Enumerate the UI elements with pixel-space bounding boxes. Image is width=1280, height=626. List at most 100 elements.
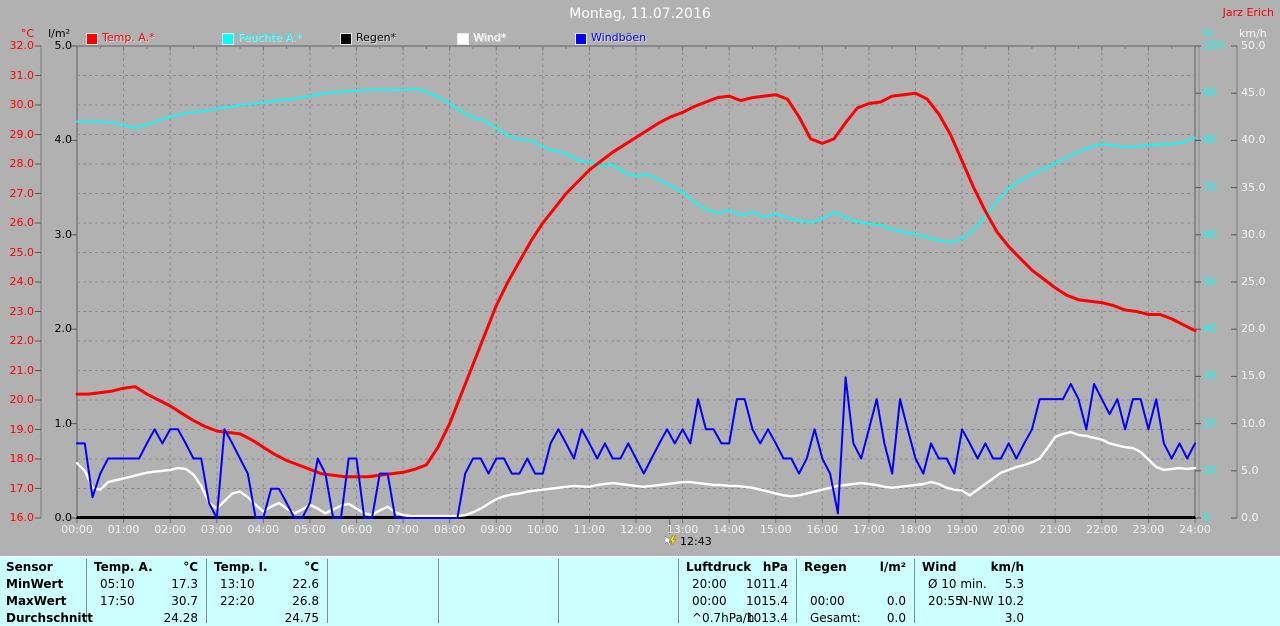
wind-axis-label: 30.0 bbox=[1241, 227, 1266, 241]
x-tick-label: 09:00 bbox=[480, 523, 513, 536]
table-row-label: MaxWert bbox=[6, 594, 67, 608]
x-tick-label: 20:00 bbox=[992, 523, 1025, 536]
humidity-axis-label: 40 bbox=[1203, 322, 1217, 336]
x-tick-label: 15:00 bbox=[759, 523, 792, 536]
table-col-header: Temp. A. bbox=[94, 560, 153, 574]
humidity-axis-label: 100 bbox=[1203, 39, 1224, 52]
humidity-axis-label: 30 bbox=[1203, 369, 1217, 383]
table-cell-value: 17.3 bbox=[171, 577, 198, 591]
humidity-axis-label: 10 bbox=[1203, 463, 1217, 477]
table-cell-value: 0.0 bbox=[886, 594, 906, 608]
table-cell-time: 13:10 bbox=[220, 577, 255, 591]
table-divider bbox=[678, 559, 679, 623]
humidity-axis-label: 70 bbox=[1203, 180, 1217, 194]
temp-axis-label: 29.0 bbox=[9, 127, 35, 141]
x-tick-label: 17:00 bbox=[853, 523, 885, 536]
table-divider bbox=[796, 559, 797, 623]
legend-label: Feuchte A.* bbox=[238, 31, 302, 44]
x-tick-label: 00:00 bbox=[61, 523, 93, 536]
x-tick-label: 08:00 bbox=[433, 523, 466, 536]
wind-axis-label: 35.0 bbox=[1241, 180, 1266, 194]
rain-axis-label: 3.0 bbox=[54, 227, 73, 241]
table-cell-value: 24.75 bbox=[284, 611, 319, 625]
rain-axis-label: 5.0 bbox=[54, 39, 73, 52]
wind-axis-label: 15.0 bbox=[1241, 369, 1266, 383]
x-tick-label: 12:00 bbox=[620, 523, 652, 536]
wind-curve bbox=[75, 430, 1197, 518]
humidity-axis-label: 90 bbox=[1203, 86, 1217, 100]
x-tick-label: 23:00 bbox=[1132, 523, 1165, 536]
x-tick-label: 24:00 bbox=[1179, 523, 1211, 536]
table-divider bbox=[206, 559, 207, 623]
wind-axis-label: 25.0 bbox=[1241, 275, 1266, 288]
legend-label: Temp. A.* bbox=[102, 31, 155, 44]
left-axis-rain-unit: l/m² bbox=[48, 27, 70, 40]
table-row-label: Durchschnitt bbox=[6, 611, 94, 625]
table-divider bbox=[327, 559, 328, 623]
temp-axis-label: 31.0 bbox=[9, 68, 35, 82]
cursor-flash-icon bbox=[664, 534, 677, 548]
table-cell-value: 3.0 bbox=[1004, 611, 1024, 625]
temp-axis-label: 30.0 bbox=[9, 98, 35, 111]
wind-axis-label: 0.0 bbox=[1241, 511, 1259, 524]
table-row-label: Sensor bbox=[6, 560, 53, 574]
temp-axis-label: 26.0 bbox=[9, 216, 35, 229]
wind-axis-label: 45.0 bbox=[1241, 86, 1266, 100]
legend-swatch bbox=[457, 33, 469, 45]
table-col-unit: °C bbox=[183, 560, 198, 574]
temp-axis-label: 25.0 bbox=[9, 245, 35, 259]
humidity-axis-label: 80 bbox=[1203, 133, 1217, 147]
table-col-header: Wind bbox=[922, 560, 957, 574]
table-cell-time: Ø 10 min. bbox=[928, 577, 987, 591]
x-tick-label: 07:00 bbox=[387, 523, 419, 536]
table-col-unit: l/m² bbox=[879, 560, 906, 574]
table-cell-value: 22.6 bbox=[292, 577, 319, 591]
table-cell-value: 1013.4 bbox=[746, 611, 788, 625]
page-title: Montag, 11.07.2016 bbox=[569, 6, 711, 22]
table-divider bbox=[438, 559, 439, 623]
humidity-axis-label: 0 bbox=[1203, 511, 1210, 524]
temp-axis-label: 16.0 bbox=[9, 511, 35, 524]
x-tick-label: 03:00 bbox=[200, 523, 233, 536]
humidity-axis-label: 50 bbox=[1203, 275, 1217, 288]
legend-label: Windböen bbox=[591, 31, 647, 44]
table-cell-value: 26.8 bbox=[292, 594, 319, 608]
user-name: Jarz Erich bbox=[1222, 6, 1274, 19]
temp-axis-label: 17.0 bbox=[9, 481, 35, 495]
wind-axis-label: 10.0 bbox=[1241, 416, 1266, 430]
table-cell-value: 30.7 bbox=[171, 594, 198, 608]
x-tick-label: 19:00 bbox=[946, 523, 978, 536]
temp-axis-label: 28.0 bbox=[9, 157, 35, 170]
cursor-time-marker[interactable]: 12:43 bbox=[664, 534, 712, 548]
x-tick-label: 21:00 bbox=[1039, 523, 1072, 536]
wind-axis-label: 5.0 bbox=[1241, 463, 1259, 477]
x-tick-label: 06:00 bbox=[340, 523, 373, 536]
table-col-unit: km/h bbox=[990, 560, 1024, 574]
table-row-label: MinWert bbox=[6, 577, 64, 591]
right-axis-wind-unit: km/h bbox=[1239, 27, 1267, 40]
x-tick-label: 22:00 bbox=[1085, 523, 1118, 536]
table-cell-time: 17:50 bbox=[100, 594, 135, 608]
legend-label: Wind* bbox=[473, 31, 507, 44]
table-col-unit: °C bbox=[304, 560, 319, 574]
humidity-axis-label: 20 bbox=[1203, 416, 1217, 430]
wind-axis-label: 20.0 bbox=[1241, 322, 1266, 336]
table-cell-value: N-NW 10.2 bbox=[959, 594, 1024, 608]
temp-axis-label: 21.0 bbox=[9, 363, 35, 377]
temp-axis-label: 32.0 bbox=[9, 39, 35, 52]
table-col-header: Temp. I. bbox=[214, 560, 268, 574]
x-tick-label: 10:00 bbox=[526, 523, 559, 536]
x-tick-label: 02:00 bbox=[154, 523, 186, 536]
table-divider bbox=[914, 559, 915, 623]
legend-label: Regen* bbox=[356, 31, 397, 44]
table-divider bbox=[558, 559, 559, 623]
table-cell-time: ^0.7hPa/h bbox=[692, 611, 755, 625]
rain-axis-label: 1.0 bbox=[54, 416, 73, 430]
temp-a--curve bbox=[75, 91, 1197, 479]
table-col-header: Luftdruck bbox=[686, 560, 752, 574]
table-divider bbox=[86, 559, 87, 623]
table-cell-value: 0.0 bbox=[886, 611, 906, 625]
temp-axis-label: 19.0 bbox=[9, 422, 35, 436]
